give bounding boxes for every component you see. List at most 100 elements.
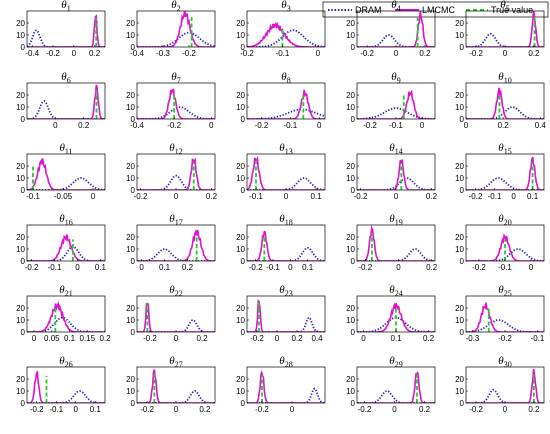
panel-title-subscript: 21 (65, 289, 73, 298)
panel-title-subscript: 5 (506, 4, 510, 13)
dram-curve (137, 390, 215, 403)
panel-title-subscript: 11 (65, 147, 73, 156)
panel-title-subscript: 12 (175, 147, 183, 156)
dram-curve (357, 390, 435, 403)
y-tick-label: 0 (351, 115, 356, 124)
panel-title-subscript: 2 (177, 4, 181, 13)
x-tick-label: 0 (74, 405, 79, 414)
panel-theta-27: θ27 0 10 20 -0.2 0 0.2 (126, 355, 216, 414)
x-tick-label: 0.1 (90, 405, 102, 414)
x-tick-label: -0.3 (156, 49, 170, 58)
dram-curve (466, 32, 544, 47)
panel-title-symbol: θ (498, 142, 504, 154)
x-tick-label: 0.2 (196, 334, 208, 343)
y-tick-label: 10 (126, 174, 135, 183)
y-tick-label: 20 (236, 91, 245, 100)
x-tick-label: -0.1 (266, 263, 280, 272)
y-tick-label: 20 (236, 375, 245, 384)
lmcmc-curve (137, 88, 215, 119)
x-tick-label: 0.1 (159, 263, 171, 272)
panel-curves (247, 89, 325, 119)
y-tick-label: 10 (16, 31, 25, 40)
panel-title-theta-14: θ14 (389, 142, 402, 156)
x-tick-label: 0 (284, 192, 289, 201)
x-tick-label: 0 (209, 121, 214, 130)
x-tick-label: 0.2 (419, 49, 431, 58)
panel-title-theta-9: θ9 (391, 71, 400, 85)
panel-title-symbol: θ (171, 0, 177, 11)
panel-theta-26: θ26 0 10 20 -0.2 -0.1 0 0.1 (16, 355, 106, 414)
lmcmc-curve (247, 230, 325, 261)
panel-curves (466, 156, 544, 190)
y-tick-label: 20 (236, 162, 245, 171)
x-tick-label: 0.1 (527, 192, 539, 201)
panel-title-symbol: θ (281, 0, 287, 11)
panel-curves (247, 155, 325, 190)
x-tick-label: 0.2 (423, 334, 435, 343)
panel-curves (466, 87, 544, 119)
lmcmc-curve (466, 156, 544, 190)
dram-curve (27, 177, 105, 190)
panel-title-theta-24: θ24 (389, 284, 402, 298)
panel-title-subscript: 24 (395, 289, 403, 298)
lmcmc-curve (137, 302, 215, 332)
y-tick-label: 10 (455, 387, 464, 396)
panel-theta-8: θ8 0 10 20 -0.2 -0.1 0 (236, 71, 326, 130)
y-tick-label: 10 (346, 245, 355, 254)
dram-curve (137, 174, 215, 190)
y-tick-label: 20 (126, 233, 135, 242)
panel-theta-24: θ24 0 10 20 0 0.1 0.2 (346, 284, 436, 343)
panel-curves (27, 370, 105, 403)
panel-title-subscript: 26 (65, 360, 73, 369)
panel-curves (137, 11, 215, 47)
y-tick-label: 0 (460, 115, 465, 124)
panel-title-symbol: θ (61, 71, 67, 83)
y-tick-label: 10 (16, 245, 25, 254)
lmcmc-curve (27, 234, 105, 261)
y-tick-label: 10 (455, 245, 464, 254)
y-tick-label: 10 (126, 31, 135, 40)
panel-title-symbol: θ (59, 284, 65, 296)
x-tick-label: 0 (503, 405, 508, 414)
y-tick-label: 10 (16, 316, 25, 325)
x-tick-label: 0.15 (79, 334, 95, 343)
panel-axes-box (246, 295, 326, 333)
panel-theta-3: θ3 0 10 20 -0.2 -0.1 0 (236, 0, 326, 58)
panel-title-subscript: 16 (65, 218, 73, 227)
panel-title-theta-27: θ27 (169, 355, 182, 369)
panel-curves (357, 225, 435, 261)
x-tick-label: -0.1 (48, 263, 62, 272)
legend: DRAM LMCMC True value (322, 1, 549, 18)
panel-title-symbol: θ (171, 71, 177, 83)
panel-title-subscript: 4 (397, 4, 401, 13)
panel-title-theta-30: θ30 (498, 355, 511, 369)
x-tick-label: 0 (139, 263, 144, 272)
legend-label-true-value: True value (491, 5, 533, 15)
x-tick-label: 0.2 (89, 49, 101, 58)
y-tick-label: 0 (351, 43, 356, 52)
dram-curve (137, 106, 215, 119)
panel-title-theta-25: θ25 (498, 284, 511, 298)
x-tick-label: 0 (174, 405, 179, 414)
panel-theta-15: θ15 0 10 20 -0.2 -0.1 0 0.1 (455, 142, 545, 201)
panel-theta-21: θ21 0 10 20 0 0.05 0.1 0.15 0.2 (16, 284, 111, 343)
y-tick-label: 20 (346, 233, 355, 242)
x-tick-label: 0.1 (302, 263, 314, 272)
panel-title-subscript: 30 (504, 360, 512, 369)
y-tick-label: 20 (126, 304, 135, 313)
x-tick-label: 0.2 (426, 192, 438, 201)
lmcmc-curve (466, 233, 544, 261)
panel-theta-7: θ7 0 10 20 -0.4 -0.2 0 (126, 71, 216, 130)
y-tick-label: 20 (126, 375, 135, 384)
panel-curves (137, 228, 215, 261)
x-tick-label: 0.1 (390, 334, 402, 343)
y-tick-label: 20 (236, 304, 245, 313)
x-tick-label: -0.2 (143, 334, 157, 343)
lmcmc-curve (357, 11, 435, 47)
lmcmc-curve (137, 369, 215, 403)
panel-theta-9: θ9 0 10 20 -0.2 -0.1 0 (346, 71, 436, 130)
x-tick-label: -0.2 (354, 192, 368, 201)
y-tick-label: 20 (236, 19, 245, 28)
